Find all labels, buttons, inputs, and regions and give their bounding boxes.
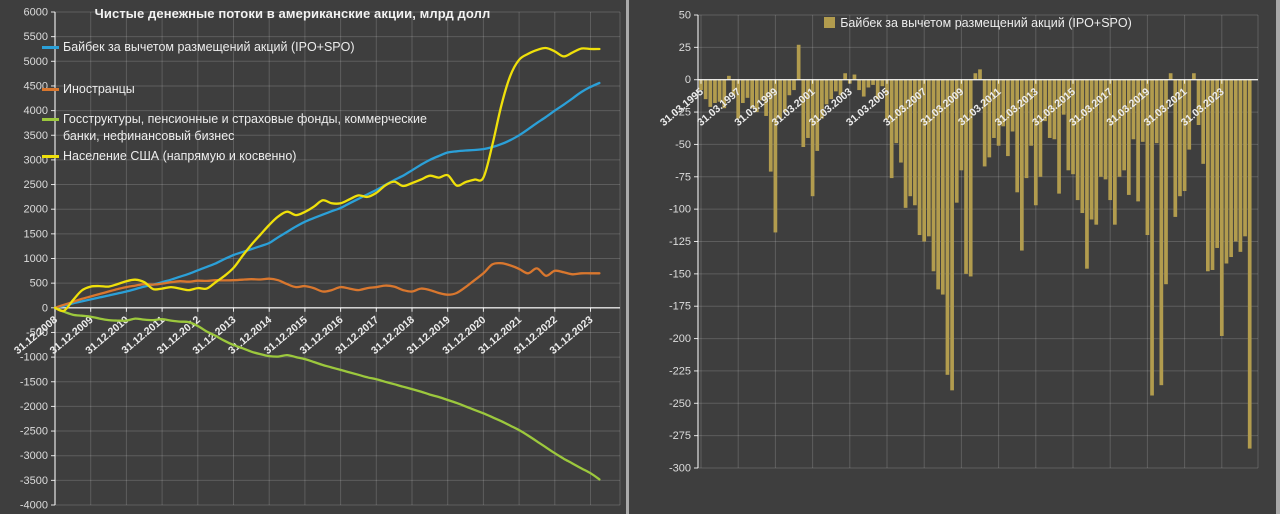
- svg-text:-125: -125: [669, 236, 691, 248]
- line-swatch-foreigners: [42, 88, 59, 91]
- svg-text:-4000: -4000: [20, 500, 48, 512]
- svg-text:-75: -75: [675, 171, 691, 183]
- svg-text:-2500: -2500: [20, 426, 48, 438]
- legend-item-population: Население США (напрямую и косвенно): [42, 148, 296, 165]
- svg-text:50: 50: [679, 10, 691, 22]
- left-chart-title: Чистые денежные потоки в американские ак…: [94, 6, 491, 21]
- svg-text:5500: 5500: [24, 31, 48, 43]
- legend-label: Госструктуры, пенсионные и страховые фон…: [63, 112, 427, 143]
- column-divider: [626, 0, 629, 514]
- svg-text:-2000: -2000: [20, 401, 48, 413]
- svg-text:-1000: -1000: [20, 352, 48, 364]
- svg-text:-225: -225: [669, 365, 691, 377]
- svg-text:0: 0: [685, 74, 691, 86]
- svg-text:-100: -100: [669, 204, 691, 216]
- bar-legend-swatch: [824, 17, 836, 28]
- svg-text:-50: -50: [675, 139, 691, 151]
- legend-item-foreigners: Иностранцы: [42, 81, 135, 98]
- right-chart-panel: 50 25 0 -25 -50 -75 -100 -125 -150 -175 -200 -225 -2…: [629, 0, 1277, 514]
- bar-legend-label: Байбек за вычетом размещений акций (IPO+…: [840, 16, 1132, 30]
- svg-text:-1500: -1500: [20, 376, 48, 388]
- svg-text:2500: 2500: [24, 179, 48, 191]
- svg-text:-25: -25: [675, 107, 691, 119]
- svg-text:-3000: -3000: [20, 450, 48, 462]
- svg-text:-200: -200: [669, 333, 691, 345]
- right-edge-strip: [1276, 0, 1280, 514]
- legend-item-buyback: Байбек за вычетом размещений акций (IPO+…: [42, 39, 355, 56]
- svg-text:1000: 1000: [24, 253, 48, 265]
- svg-text:25: 25: [679, 42, 691, 54]
- svg-text:5000: 5000: [24, 56, 48, 68]
- legend-label: Иностранцы: [63, 82, 135, 96]
- svg-text:1500: 1500: [24, 228, 48, 240]
- legend-item-institutions: Госструктуры, пенсионные и страховые фон…: [42, 111, 445, 145]
- svg-text:-275: -275: [669, 430, 691, 442]
- svg-text:0: 0: [42, 302, 48, 314]
- svg-text:6000: 6000: [24, 7, 48, 19]
- svg-text:3000: 3000: [24, 154, 48, 166]
- svg-text:-150: -150: [669, 268, 691, 280]
- svg-text:-250: -250: [669, 398, 691, 410]
- left-chart-panel: 6000 5500 5000 4500 4000 3500 3000 2500 2000 1500…: [0, 0, 627, 514]
- svg-text:-500: -500: [26, 327, 48, 339]
- svg-text:2000: 2000: [24, 204, 48, 216]
- line-chart: 6000550050004500400035003000250020001500…: [12, 7, 621, 512]
- right-chart-legend: Байбек за вычетом размещений акций (IPO+…: [698, 16, 1258, 30]
- bar-chart: 50 25 0 -25 -50 -75 -100 -125 -150 -175 -200 -225 -2…: [658, 10, 1259, 475]
- line-swatch-population: [42, 155, 59, 158]
- svg-text:500: 500: [30, 278, 48, 290]
- svg-text:-3500: -3500: [20, 475, 48, 487]
- svg-text:4500: 4500: [24, 80, 48, 92]
- svg-text:4000: 4000: [24, 105, 48, 117]
- line-swatch-buyback: [42, 46, 59, 49]
- line-swatch-institutions: [42, 118, 59, 121]
- legend-label: Байбек за вычетом размещений акций (IPO+…: [63, 40, 355, 54]
- svg-text:-300: -300: [669, 463, 691, 475]
- svg-text:3500: 3500: [24, 130, 48, 142]
- legend-label: Население США (напрямую и косвенно): [63, 149, 297, 163]
- svg-text:-175: -175: [669, 301, 691, 313]
